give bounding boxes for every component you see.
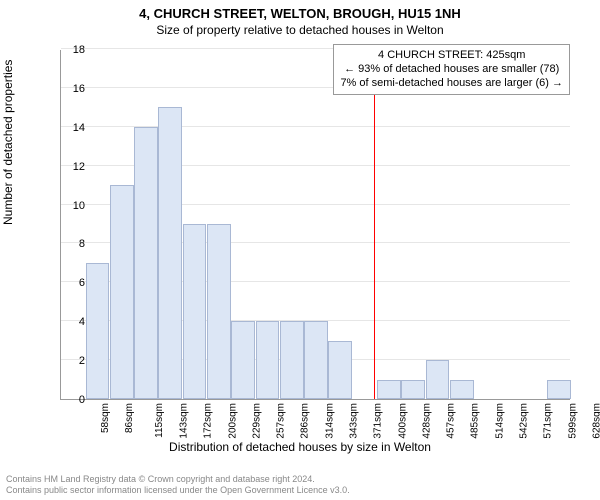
y-tick-label: 16 [55, 83, 85, 95]
histogram-bar [110, 185, 134, 399]
chart-subtitle: Size of property relative to detached ho… [0, 21, 600, 37]
y-axis-label: Number of detached properties [1, 60, 15, 225]
histogram-bar [426, 360, 450, 399]
x-tick-label: 286sqm [300, 403, 311, 439]
marker-annotation: 4 CHURCH STREET: 425sqm ← 93% of detache… [333, 44, 570, 95]
histogram-bar [256, 321, 280, 399]
histogram-bar [158, 107, 182, 399]
x-tick-label: 58sqm [100, 403, 111, 433]
footer-attribution: Contains HM Land Registry data © Crown c… [6, 474, 350, 496]
x-tick-label: 115sqm [154, 403, 165, 438]
histogram-bar [134, 127, 158, 399]
footer-l2: Contains public sector information licen… [6, 485, 350, 496]
x-tick-label: 172sqm [203, 403, 214, 439]
x-tick-label: 485sqm [470, 403, 481, 439]
x-axis-label: Distribution of detached houses by size … [0, 440, 600, 454]
x-tick-label: 428sqm [421, 403, 432, 439]
y-tick-label: 10 [55, 200, 85, 212]
plot-area: 4 CHURCH STREET: 425sqm ← 93% of detache… [60, 50, 570, 400]
chart-title: 4, CHURCH STREET, WELTON, BROUGH, HU15 1… [0, 0, 600, 21]
x-tick-label: 229sqm [251, 403, 262, 439]
x-tick-label: 200sqm [227, 403, 238, 439]
y-tick-label: 8 [55, 238, 85, 250]
annotation-l3: 7% of semi-detached houses are larger (6… [340, 77, 563, 91]
y-tick-label: 4 [55, 316, 85, 328]
histogram-bar [280, 321, 304, 399]
x-tick-label: 257sqm [276, 403, 287, 439]
x-tick-label: 457sqm [446, 403, 457, 439]
x-tick-label: 143sqm [179, 403, 190, 439]
histogram-bar [328, 341, 352, 399]
histogram-bar [547, 380, 571, 399]
x-tick-label: 314sqm [324, 403, 335, 439]
x-tick-label: 514sqm [494, 403, 505, 439]
x-tick-label: 628sqm [591, 403, 600, 439]
y-tick-label: 0 [55, 394, 85, 406]
histogram-bar [86, 263, 110, 399]
footer-l1: Contains HM Land Registry data © Crown c… [6, 474, 350, 485]
histogram-bar [377, 380, 401, 399]
y-tick-label: 12 [55, 161, 85, 173]
y-tick-label: 14 [55, 122, 85, 134]
histogram-bar [207, 224, 231, 399]
x-tick-label: 371sqm [373, 403, 384, 439]
histogram-bar [183, 224, 207, 399]
histogram-bar [450, 380, 474, 399]
histogram-bar [401, 380, 425, 399]
x-tick-label: 343sqm [349, 403, 360, 439]
annotation-l2: ← 93% of detached houses are smaller (78… [340, 63, 563, 77]
histogram-bar [304, 321, 328, 399]
x-tick-label: 86sqm [124, 403, 135, 433]
y-tick-label: 6 [55, 277, 85, 289]
annotation-l1: 4 CHURCH STREET: 425sqm [340, 49, 563, 63]
histogram-bar [231, 321, 255, 399]
y-tick-label: 2 [55, 355, 85, 367]
y-tick-label: 18 [55, 44, 85, 56]
x-tick-label: 599sqm [567, 403, 578, 439]
marker-line [374, 50, 375, 399]
x-tick-label: 400sqm [397, 403, 408, 439]
x-tick-label: 542sqm [519, 403, 530, 439]
x-tick-label: 571sqm [543, 403, 554, 439]
